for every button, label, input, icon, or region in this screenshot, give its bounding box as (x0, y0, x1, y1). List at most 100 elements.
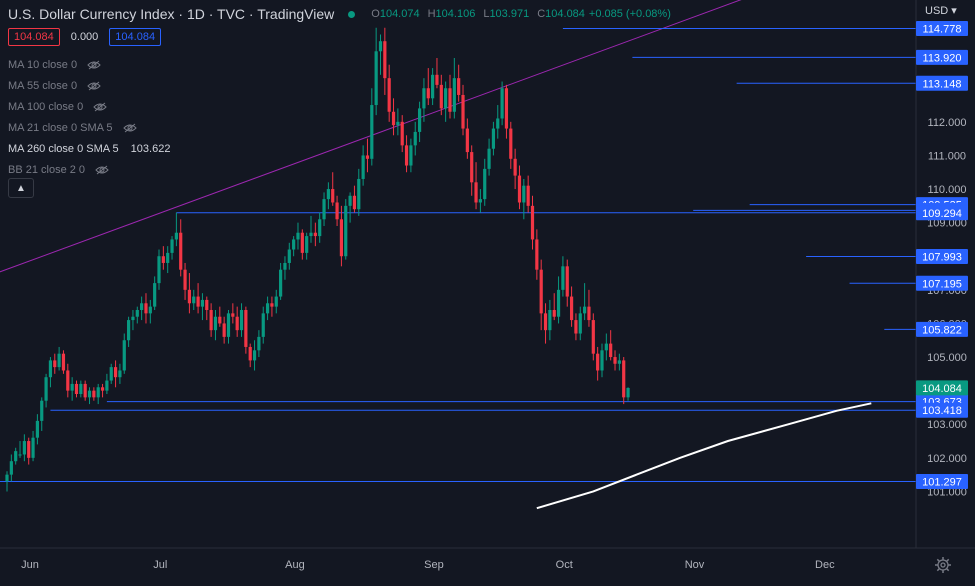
candle-body (170, 239, 174, 253)
indicator-legend: MA 10 close 0 MA 55 close 0 MA 100 close… (8, 54, 170, 180)
gear-icon[interactable] (934, 556, 952, 574)
candle-body (113, 367, 118, 378)
x-tick-label: Nov (685, 559, 705, 571)
candle-body (522, 185, 526, 203)
indicator-label: MA 260 close 0 SMA 5 (8, 142, 119, 155)
eye-hidden-icon[interactable] (95, 165, 109, 175)
candle-body (335, 202, 339, 220)
candle-body (417, 108, 422, 132)
candle-body (222, 323, 226, 337)
candle-body (504, 88, 509, 129)
candle-body (257, 336, 261, 351)
candle-body (292, 239, 296, 250)
sell-price-badge[interactable]: 104.084 (8, 28, 60, 46)
candle-body (556, 289, 561, 317)
candle-body (248, 346, 252, 361)
ohlc-close: C104.084 (533, 8, 585, 20)
level-label-bg (916, 21, 968, 36)
candle-body (161, 256, 165, 263)
currency-label: USD (925, 5, 949, 17)
candle-body (305, 236, 309, 253)
symbol-title[interactable]: U.S. Dollar Currency Index · 1D · TVC · … (8, 6, 335, 22)
indicator-label: BB 21 close 2 0 (8, 163, 86, 176)
level-label: 107.195 (922, 278, 962, 290)
candle-body (604, 343, 608, 351)
ohlc-high-label: H (427, 8, 436, 20)
candle-body (313, 232, 317, 237)
y-tick-label: 103.000 (927, 419, 967, 431)
x-tick-label: Oct (556, 559, 573, 571)
currency-selector[interactable]: USD ▾ (925, 5, 957, 17)
indicator-ma-55[interactable]: MA 55 close 0 (8, 75, 170, 96)
candle-body (66, 370, 70, 391)
candle-body (465, 128, 469, 153)
eye-hidden-icon[interactable] (87, 81, 101, 91)
candle-body (61, 353, 66, 371)
candle-body (92, 390, 96, 398)
candle-body (252, 350, 257, 361)
candle-body (48, 360, 53, 378)
level-label-bg (916, 275, 968, 291)
ohlc-low-value: 103.971 (489, 8, 530, 20)
candle-body (357, 178, 361, 210)
eye-hidden-icon[interactable] (122, 123, 137, 133)
level-label: 113.148 (923, 78, 962, 90)
y-tick-label: 110.000 (928, 184, 967, 196)
ohlc-change: +0.085 (+0.08%) (588, 8, 671, 20)
last-price-label-bg (916, 380, 968, 396)
candle-body (270, 303, 274, 307)
candle-body (153, 283, 157, 307)
ohlc-open-label: O (371, 8, 380, 20)
indicator-bb-21[interactable]: BB 21 close 2 0 (8, 159, 170, 180)
indicator-label: MA 10 close 0 (8, 58, 78, 71)
candle-body (496, 118, 500, 129)
level-label-bg (916, 402, 968, 418)
candle-body (300, 232, 304, 253)
candle-body (583, 306, 587, 314)
candle-body (287, 249, 291, 263)
candle-body (279, 269, 283, 297)
indicator-ma-21[interactable]: MA 21 close 0 SMA 5 (8, 117, 170, 138)
indicator-label: MA 21 close 0 SMA 5 (8, 121, 113, 134)
candle-body (552, 310, 556, 317)
level-label-bg (916, 205, 968, 221)
candle-body (561, 266, 565, 290)
collapse-legend-button[interactable]: ▲ (8, 178, 34, 198)
candle-body (374, 51, 378, 106)
candle-body (509, 128, 513, 159)
y-tick-label: 112.000 (928, 117, 967, 129)
market-status-icon (348, 10, 356, 18)
candle-body (18, 454, 22, 456)
indicator-ma-260[interactable]: MA 260 close 0 SMA 5 103.622 (8, 138, 170, 159)
buy-price-badge[interactable]: 104.084 (109, 28, 162, 46)
candle-body (274, 296, 278, 307)
candle-body (422, 88, 426, 109)
candle-body (283, 262, 287, 270)
indicator-ma-100[interactable]: MA 100 close 0 (8, 96, 170, 117)
candle-body (44, 377, 48, 401)
eye-hidden-icon[interactable] (87, 60, 101, 70)
eye-hidden-icon[interactable] (93, 102, 107, 112)
candle-body (296, 232, 300, 240)
candle-body (135, 310, 139, 317)
candle-body (444, 88, 448, 109)
level-label: 105.822 (922, 324, 962, 336)
candle-body (461, 94, 465, 129)
candle-body (174, 232, 178, 240)
indicator-label: MA 55 close 0 (8, 79, 78, 92)
candle-body (35, 420, 40, 438)
candle-body (613, 357, 617, 364)
indicator-ma-10[interactable]: MA 10 close 0 (8, 54, 170, 75)
candle-body (179, 232, 183, 270)
candle-body (361, 155, 365, 179)
level-label: 101.297 (922, 476, 962, 488)
candle-body (213, 316, 218, 331)
candle-body (239, 310, 244, 331)
candle-body (265, 303, 270, 314)
candle-body (9, 461, 13, 475)
candle-body (500, 88, 504, 119)
level-label: 103.418 (922, 405, 962, 417)
ma-260-line (536, 402, 872, 510)
